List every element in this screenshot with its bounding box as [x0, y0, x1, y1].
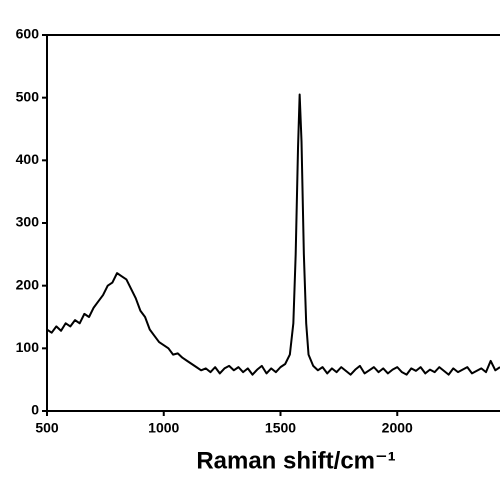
x-tick-label: 1500 [265, 420, 296, 436]
y-tick-label: 500 [16, 88, 40, 104]
y-tick-label: 400 [16, 151, 40, 167]
x-tick-label: 2000 [382, 420, 413, 436]
y-tick-label: 200 [16, 276, 40, 292]
x-axis-title: Raman shift/cm⁻¹ [196, 447, 395, 474]
y-tick-label: 600 [16, 26, 40, 42]
y-tick-label: 100 [16, 339, 40, 355]
spectrum-line [46, 93, 500, 376]
plot-frame [46, 34, 500, 412]
y-tick-label: 0 [31, 402, 39, 418]
x-tick-label: 1000 [148, 420, 179, 436]
x-tick-label: 500 [35, 420, 59, 436]
y-tick-label: 300 [16, 214, 40, 230]
